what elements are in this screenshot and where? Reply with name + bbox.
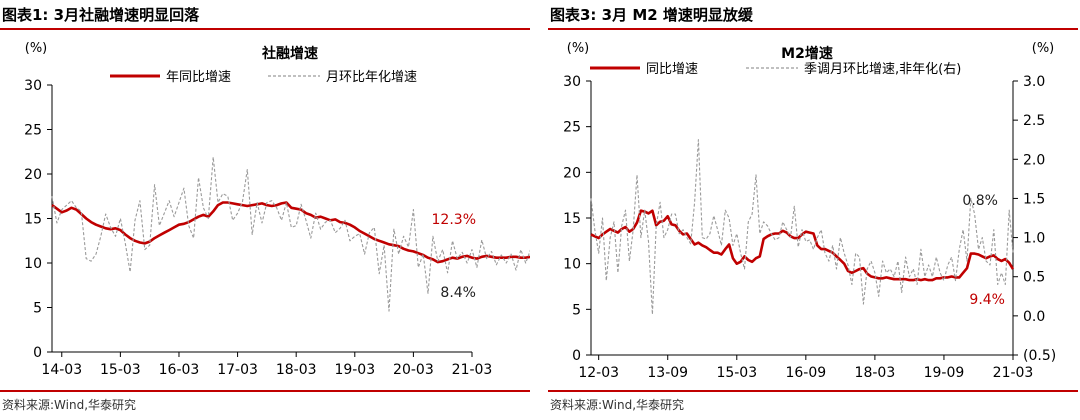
y-tick-label: 5: [33, 301, 42, 317]
x-tick-label: 18-03: [276, 362, 317, 378]
y-tick-label: 25: [563, 120, 581, 136]
y-tick-label: 5: [572, 302, 581, 318]
x-tick-label: 17-03: [217, 362, 258, 378]
y-tick-label: 30: [563, 74, 581, 90]
x-tick-label: 20-03: [393, 362, 434, 378]
y2-tick-label: (0.5): [1023, 348, 1056, 364]
figure-title: 图表1: 3月社融增速明显回落: [2, 6, 200, 24]
series-line-1: [51, 201, 530, 264]
social-financing-chart: 社融增速 (%) 0 5 10 15 20 25 30 14-03 15-03 16-03 17-03 1…: [24, 41, 530, 378]
y-tick-label: 0: [33, 345, 42, 361]
x-tick-label: 15-03: [100, 362, 141, 378]
end-value-label-2: 0.8%: [962, 193, 998, 209]
legend-label-1: 年同比增速: [166, 70, 231, 85]
x-tick-label: 19-09: [924, 365, 965, 381]
x-tick-label: 13-09: [647, 365, 688, 381]
y-tick-label: 10: [563, 257, 581, 273]
y-axis-label: (%): [25, 41, 48, 56]
y2-tick-label: 2.5: [1023, 113, 1045, 129]
chart-title: 社融增速: [261, 45, 318, 62]
y2-tick-label: 3.0: [1023, 74, 1045, 90]
x-tick-label: 16-03: [159, 362, 200, 378]
source-note: 资料来源:Wind,华泰研究: [550, 398, 685, 412]
x-tick-label: 21-03: [452, 362, 493, 378]
y-tick-label: 25: [24, 123, 42, 139]
series-line-1: [590, 209, 1015, 282]
y2-axis-label: (%): [1032, 41, 1055, 56]
figure-left: 图表1: 3月社融增速明显回落 社融增速 (%) 0 5 10 15 20 25 30 14-03…: [0, 0, 530, 420]
chart-title: M2增速: [781, 45, 833, 62]
figure-title: 图表3: 3月 M2 增速明显放缓: [550, 6, 753, 24]
end-value-label-1: 12.3%: [432, 212, 476, 228]
series-line-2: [590, 139, 1014, 315]
m2-growth-chart: M2增速 (%) (%) 0 5 10 15 20 25 30 (0.5) 0.0 0.5 1.0 1.5 2…: [563, 41, 1056, 381]
y-tick-label: 10: [24, 256, 42, 272]
legend-label-1: 同比增速: [646, 62, 698, 77]
y2-tick-label: 0.0: [1023, 309, 1045, 325]
x-tick-label: 15-03: [716, 365, 757, 381]
y-tick-label: 15: [24, 212, 42, 228]
y2-tick-label: 1.0: [1023, 231, 1045, 247]
y-tick-label: 30: [24, 78, 42, 94]
y-tick-label: 0: [572, 348, 581, 364]
x-tick-label: 19-03: [334, 362, 375, 378]
end-value-label-1: 9.4%: [969, 292, 1005, 308]
title-rule: [548, 28, 1078, 30]
x-tick-label: 14-03: [41, 362, 82, 378]
source-note: 资料来源:Wind,华泰研究: [2, 398, 137, 412]
x-tick-label: 18-03: [855, 365, 896, 381]
y2-tick-label: 0.5: [1023, 270, 1045, 286]
end-value-label-2: 8.4%: [440, 285, 476, 301]
series-line-2: [51, 156, 530, 312]
figure-right: 图表3: 3月 M2 增速明显放缓 M2增速 (%) (%) 0 5 10 15 20 25 30…: [548, 0, 1078, 420]
y-tick-label: 15: [563, 211, 581, 227]
title-rule: [0, 28, 530, 30]
y-axis-label: (%): [567, 41, 590, 56]
y-tick-label: 20: [24, 167, 42, 183]
x-tick-label: 16-09: [785, 365, 826, 381]
source-rule: [0, 390, 530, 392]
legend-label-2: 季调月环比增速,非年化(右): [804, 62, 961, 77]
x-tick-label: 21-03: [993, 365, 1034, 381]
legend-label-2: 月环比年化增速: [326, 70, 417, 85]
y-tick-label: 20: [563, 165, 581, 181]
source-rule: [548, 390, 1078, 392]
x-tick-label: 12-03: [578, 365, 619, 381]
y2-tick-label: 2.0: [1023, 152, 1045, 168]
y2-tick-label: 1.5: [1023, 191, 1045, 207]
